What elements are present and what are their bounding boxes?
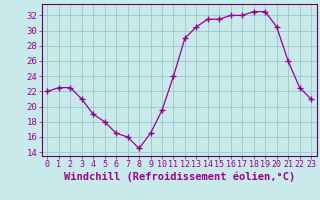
X-axis label: Windchill (Refroidissement éolien,°C): Windchill (Refroidissement éolien,°C) (64, 172, 295, 182)
